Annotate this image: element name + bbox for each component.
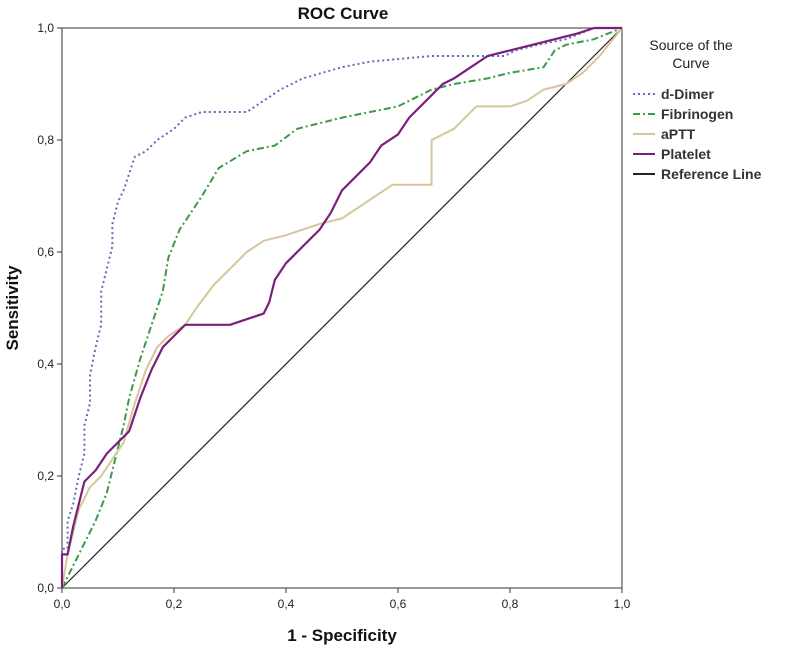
chart-title: ROC Curve: [298, 4, 389, 23]
y-tick-label: 1,0: [37, 21, 54, 35]
y-tick-label: 0,0: [37, 581, 54, 595]
axis-ticks: 0,0 0,2 0,4 0,6 0,8 1,0 0,0 0,2 0,4 0,6 0,8 1,0: [37, 21, 630, 611]
x-tick-label: 0,0: [54, 597, 71, 611]
series-line-d-dimer: [61, 27, 622, 588]
legend-label-d-dimer: d-Dimer: [661, 86, 714, 102]
series-layer: [60, 26, 623, 589]
legend-title-line1: Source of the: [649, 37, 732, 53]
legend: Source of the Curve d-Dimer Fibrinogen aPT…: [633, 37, 762, 182]
x-tick-label: 0,2: [166, 597, 183, 611]
y-tick-label: 0,2: [37, 469, 54, 483]
series-line-aptt: [61, 27, 623, 589]
x-tick-label: 0,6: [390, 597, 407, 611]
y-tick-label: 0,4: [37, 357, 54, 371]
legend-items: d-Dimer Fibrinogen aPTT Platelet Reference L…: [633, 86, 762, 182]
y-axis-label: Sensitivity: [3, 265, 22, 351]
series-line-fibrinogen: [61, 27, 623, 589]
legend-label-platelet: Platelet: [661, 146, 711, 162]
x-tick-label: 1,0: [614, 597, 631, 611]
series-line-reference-line: [61, 27, 623, 589]
y-tick-label: 0,6: [37, 245, 54, 259]
legend-label-aptt: aPTT: [661, 126, 696, 142]
x-axis-label: 1 - Specificity: [287, 626, 397, 645]
legend-label-fibrinogen: Fibrinogen: [661, 106, 733, 122]
x-tick-label: 0,8: [502, 597, 519, 611]
x-tick-label: 0,4: [278, 597, 295, 611]
series-line-platelet: [60, 26, 622, 588]
legend-label-reference-line: Reference Line: [661, 166, 762, 182]
y-tick-label: 0,8: [37, 133, 54, 147]
legend-title-line2: Curve: [672, 55, 710, 71]
